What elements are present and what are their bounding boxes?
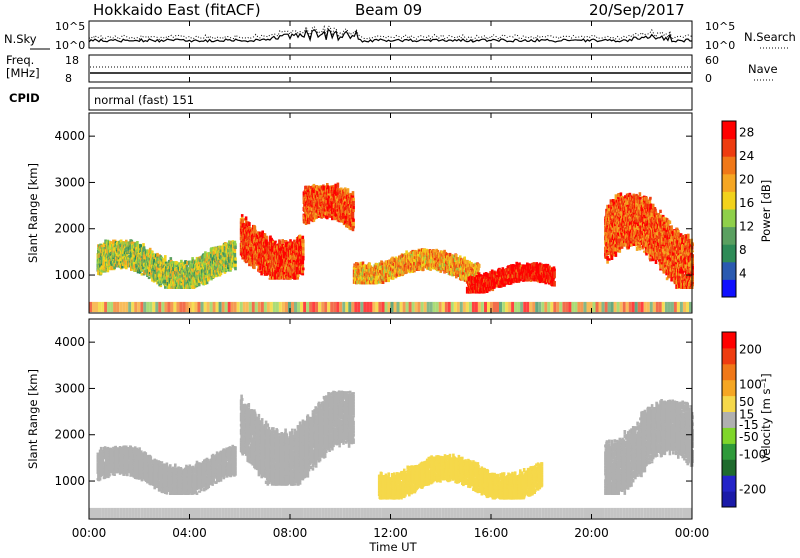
echo-cell	[234, 251, 237, 253]
nsearch-tick-top: 10^5	[705, 20, 735, 33]
cpid-panel: CPID normal (fast) 151	[9, 88, 692, 110]
echo-cell	[352, 191, 355, 195]
nave-tick-bottom: 0	[705, 72, 712, 85]
echo-cell	[274, 241, 277, 243]
station-title: Hokkaido East (fitACF)	[93, 1, 261, 19]
echo-cell	[302, 251, 305, 254]
echo-cell	[259, 266, 262, 270]
freq-tick-top: 18	[65, 54, 79, 67]
nave-tick-top: 60	[705, 54, 719, 67]
freq-label-line2: [MHz]	[6, 66, 40, 80]
echo-cell	[363, 264, 366, 267]
echo-cell	[198, 283, 201, 287]
date-title: 20/Sep/2017	[589, 1, 685, 19]
echo-cell	[478, 264, 481, 268]
echo-cell	[461, 277, 464, 281]
nsky-trace	[89, 29, 692, 42]
cpid-label: CPID	[9, 91, 40, 105]
echo-cell	[302, 243, 305, 247]
echo-cell	[302, 273, 305, 275]
nsearch-label: N.Search	[744, 30, 796, 44]
echo-cell	[422, 268, 425, 271]
echo-cell	[302, 268, 305, 271]
echo-cell	[302, 258, 305, 260]
echo-cell	[352, 215, 355, 217]
echo-cell	[302, 256, 305, 259]
echo-cell	[352, 206, 355, 209]
echo-cell	[281, 239, 284, 244]
echo-cell	[352, 201, 355, 204]
beam-title: Beam 09	[355, 1, 422, 19]
echo-cell	[337, 183, 340, 188]
echo-cell	[302, 239, 305, 243]
freq-label-line1: Freq.	[6, 53, 34, 67]
echo-cell	[297, 274, 300, 277]
nsky-tick-bottom: 10^0	[55, 39, 85, 52]
echo-cell	[151, 251, 154, 253]
echo-cell	[160, 283, 163, 285]
nsky-label: N.Sky	[4, 32, 37, 46]
echo-cell	[254, 230, 257, 233]
echo-cell	[352, 209, 355, 212]
power-echo-cells	[89, 183, 694, 313]
nsearch-trace	[89, 26, 692, 40]
echo-cell	[164, 259, 167, 262]
echo-cell	[313, 219, 316, 222]
nsky-tick-top: 10^5	[55, 20, 85, 33]
freq-panel: Freq. [MHz] 18 8 60 0 Nave	[6, 53, 778, 85]
echo-cell	[382, 281, 385, 284]
echo-cell	[302, 247, 305, 250]
echo-cell	[164, 255, 167, 259]
echo-cell	[234, 261, 237, 264]
echo-cell	[234, 264, 237, 267]
echo-cell	[352, 213, 355, 216]
echo-cell	[347, 188, 350, 192]
echo-cell	[352, 219, 355, 222]
freq-tick-bottom: 8	[65, 72, 72, 85]
echo-cell	[160, 285, 163, 287]
echo-cell	[248, 222, 251, 226]
echo-cell	[234, 253, 237, 257]
echo-cell	[253, 265, 256, 269]
echo-cell	[352, 222, 355, 226]
echo-cell	[265, 236, 268, 240]
echo-cell	[510, 281, 513, 285]
echo-cell	[241, 217, 244, 219]
echo-cell	[302, 262, 305, 264]
nsearch-tick-bottom: 10^0	[705, 39, 735, 52]
echo-cell	[492, 289, 495, 291]
echo-cell	[245, 216, 248, 220]
echo-cell	[352, 198, 355, 201]
echo-cell	[387, 279, 390, 282]
nave-label: Nave	[748, 62, 778, 76]
echo-cell	[234, 243, 237, 245]
echo-cell	[437, 250, 440, 253]
echo-cell	[302, 253, 305, 255]
echo-cell	[352, 204, 355, 206]
echo-cell	[234, 267, 237, 271]
echo-cell	[241, 214, 244, 217]
echo-cell	[302, 236, 305, 239]
nsky-panel: N.Sky 10^5 10^0 10^5 10^0 N.Search	[4, 20, 796, 52]
cpid-text: normal (fast) 151	[94, 93, 194, 107]
echo-cell	[352, 226, 355, 229]
echo-cell	[234, 245, 237, 249]
echo-cell	[234, 257, 237, 260]
